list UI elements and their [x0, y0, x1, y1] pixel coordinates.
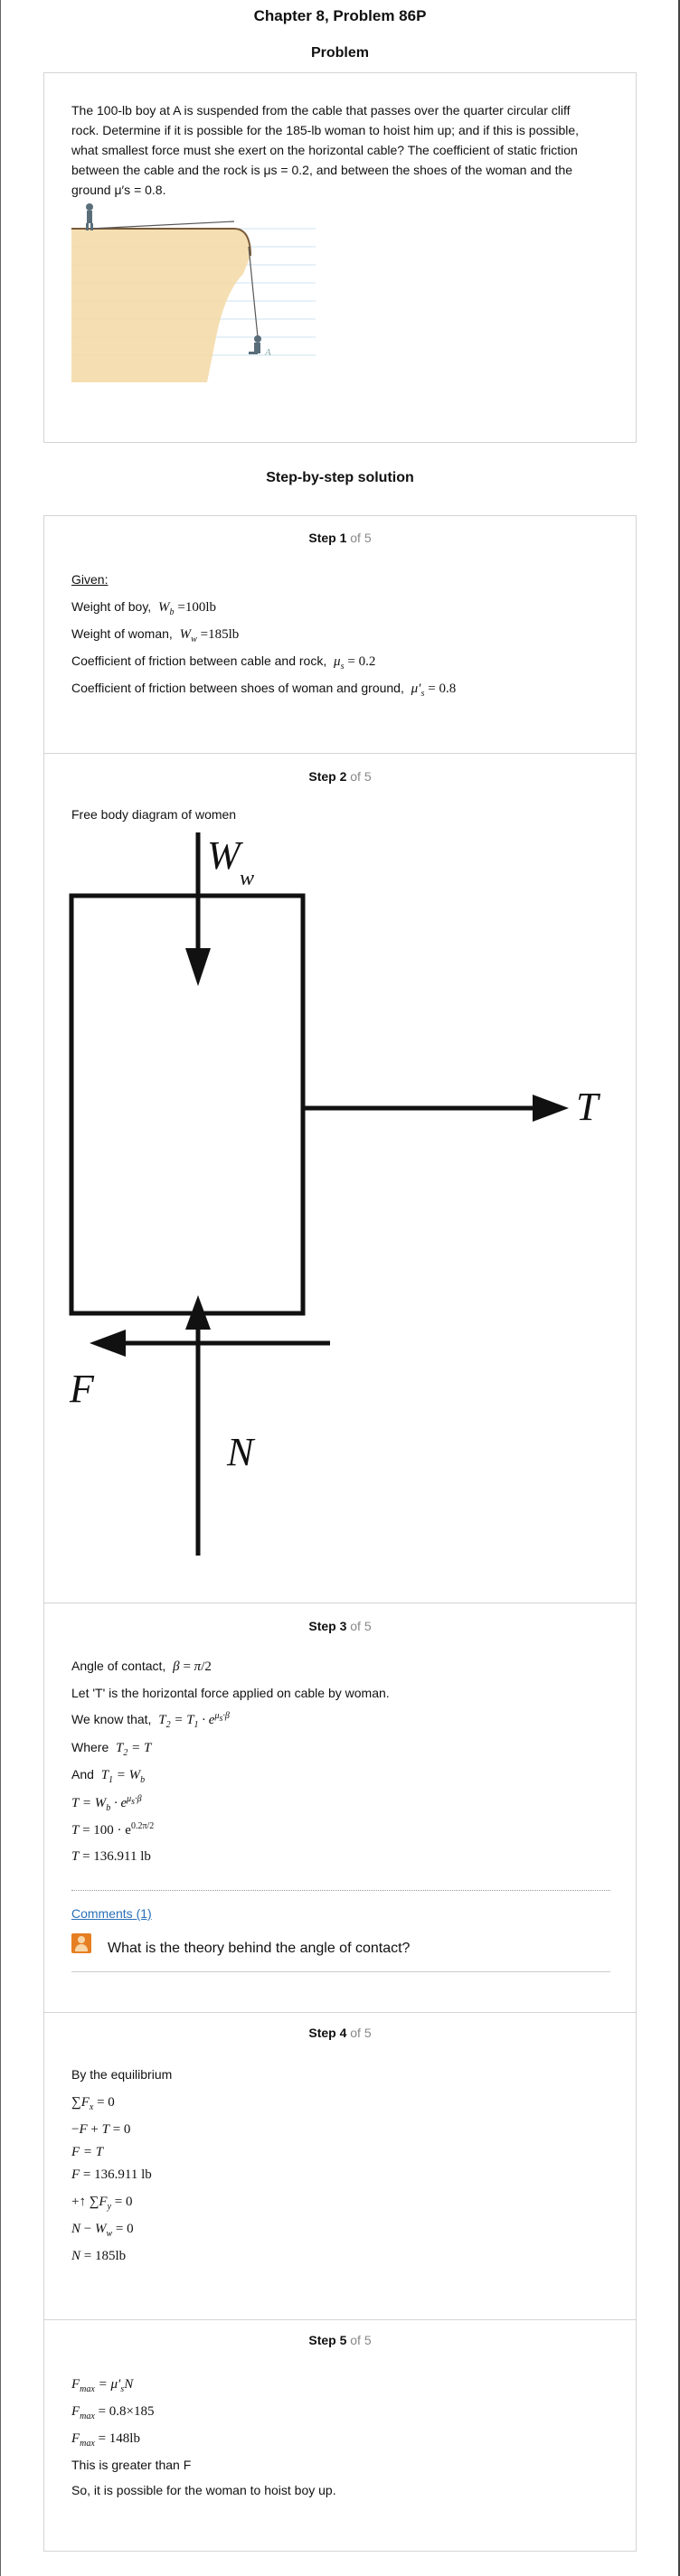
step-count: of 5	[350, 1619, 372, 1633]
equation: = 0.8	[428, 682, 457, 696]
problem-line: what smallest force must she exert on th…	[71, 143, 578, 157]
equation-line: Fmax = 148lb	[71, 2431, 140, 2449]
equation-line: T = 100 · e0.2π/2	[71, 1821, 155, 1838]
step-1-line: Weight of woman, Ww =185lb	[71, 626, 239, 644]
equation: T1 = Wb	[100, 1768, 146, 1785]
friction-label: F	[69, 1367, 95, 1411]
step-divider	[44, 2319, 636, 2320]
equation: =100lb	[177, 600, 217, 615]
step-label: Step 4	[308, 2026, 347, 2040]
weight-subscript: w	[240, 867, 254, 890]
problem-heading: Problem	[310, 45, 369, 61]
figure-label-a: A	[264, 347, 271, 358]
woman-box	[69, 893, 306, 1316]
step-label: Step 3	[308, 1619, 347, 1633]
friction-arrowhead	[90, 1330, 126, 1357]
comment-text: What is the theory behind the angle of c…	[108, 1941, 411, 1956]
step-5-heading: Step 5 of 5	[44, 2333, 636, 2347]
step-3-line: Let 'T' is the horizontal force applied …	[71, 1686, 390, 1700]
problem-line: between the cable and the rock is μs = 0…	[71, 163, 573, 177]
equation-line: T = Wb · eμs·β	[71, 1794, 142, 1813]
weight-arrowhead	[185, 948, 211, 986]
equation-line: T = 136.911 lb	[71, 1849, 151, 1864]
given-label: Given:	[71, 572, 109, 587]
text: Weight of woman,	[71, 626, 173, 641]
equation: = π/2	[183, 1659, 212, 1674]
tension-arrowhead	[533, 1095, 569, 1122]
equation-line: N = 185lb	[71, 2249, 127, 2263]
conclusion-line: This is greater than F	[71, 2458, 192, 2472]
step-count: of 5	[350, 769, 372, 784]
equation: Ww	[179, 627, 197, 644]
step-2-heading: Step 2 of 5	[44, 769, 636, 784]
problem-line: The 100-lb boy at A is suspended from th…	[71, 103, 571, 118]
equation-line: +↑ ∑Fy = 0	[71, 2195, 133, 2212]
equation: = 0.2	[347, 654, 376, 669]
step-1-line: Weight of boy, Wb =100lb	[71, 599, 216, 617]
text: Angle of contact,	[71, 1659, 166, 1673]
step-1-line: Coefficient of friction between shoes of…	[71, 681, 456, 699]
equation: T2 = T1 · eμs·β	[158, 1711, 230, 1730]
fbd-caption: Free body diagram of women	[71, 807, 237, 822]
text: Where	[71, 1740, 109, 1754]
step-3-heading: Step 3 of 5	[44, 1619, 636, 1633]
problem-panel: The 100-lb boy at A is suspended from th…	[43, 72, 637, 443]
step-4-heading: Step 4 of 5	[44, 2026, 636, 2040]
dotted-separator	[71, 1890, 610, 1891]
step-divider	[44, 753, 636, 754]
step-count: of 5	[350, 531, 372, 545]
step-3-line: Angle of contact, β = π/2	[71, 1659, 212, 1675]
equation: β	[173, 1659, 180, 1674]
text: We know that,	[71, 1712, 152, 1726]
equilibrium-intro: By the equilibrium	[71, 2067, 173, 2082]
step-count: of 5	[350, 2026, 372, 2040]
equation: μs	[334, 654, 345, 672]
step-3-line: Where T2 = T	[71, 1740, 151, 1758]
equation-line: N − Ww = 0	[71, 2222, 134, 2239]
comment-separator	[71, 1971, 610, 1972]
equation-line: F = 136.911 lb	[71, 2167, 152, 2182]
text: Coefficient of friction between shoes of…	[71, 681, 404, 695]
chapter-title: Chapter 8, Problem 86P	[253, 7, 427, 24]
cliff-figure: A	[71, 203, 316, 382]
text: Weight of boy,	[71, 599, 152, 614]
problem-line: rock. Determine if it is possible for th…	[71, 123, 580, 137]
equation: T2 = T	[116, 1741, 152, 1758]
equation-line: Fmax = μ′sN	[71, 2377, 134, 2394]
step-label: Step 5	[308, 2333, 347, 2347]
weight-label: W	[207, 833, 243, 878]
step-1-heading: Step 1 of 5	[44, 531, 636, 545]
solution-heading: Step-by-step solution	[266, 470, 414, 485]
equation: μ′s	[411, 682, 425, 699]
equation-line: Fmax = 0.8×185	[71, 2404, 155, 2421]
free-body-diagram: W w T F N	[69, 832, 601, 1556]
conclusion-line: So, it is possible for the woman to hois…	[71, 2483, 336, 2497]
tension-label: T	[576, 1085, 601, 1129]
equation-line: F = T	[71, 2145, 104, 2159]
step-count: of 5	[350, 2333, 372, 2347]
step-label: Step 1	[308, 531, 347, 545]
problem-text: The 100-lb boy at A is suspended from th…	[71, 100, 610, 200]
solution-panel: Step 1 of 5 Given: Weight of boy, Wb =10…	[43, 515, 637, 2552]
text: And	[71, 1767, 94, 1782]
user-avatar-icon	[71, 1933, 91, 1953]
normal-arrowhead	[185, 1295, 211, 1330]
comments-link[interactable]: Comments (1)	[71, 1906, 152, 1921]
equation-line: ∑Fx = 0	[71, 2095, 115, 2112]
equation: =185lb	[200, 627, 240, 642]
step-label: Step 2	[308, 769, 347, 784]
normal-label: N	[226, 1430, 256, 1474]
equation: Wb	[157, 600, 175, 617]
text: Coefficient of friction between cable an…	[71, 653, 327, 668]
equation-line: −F + T = 0	[71, 2122, 131, 2137]
step-3-line: We know that, T2 = T1 · eμs·β	[71, 1711, 230, 1730]
step-3-line: And T1 = Wb	[71, 1767, 145, 1785]
step-divider	[44, 2012, 636, 2013]
step-1-line: Coefficient of friction between cable an…	[71, 653, 375, 672]
problem-line: ground μ′s = 0.8.	[71, 183, 166, 197]
